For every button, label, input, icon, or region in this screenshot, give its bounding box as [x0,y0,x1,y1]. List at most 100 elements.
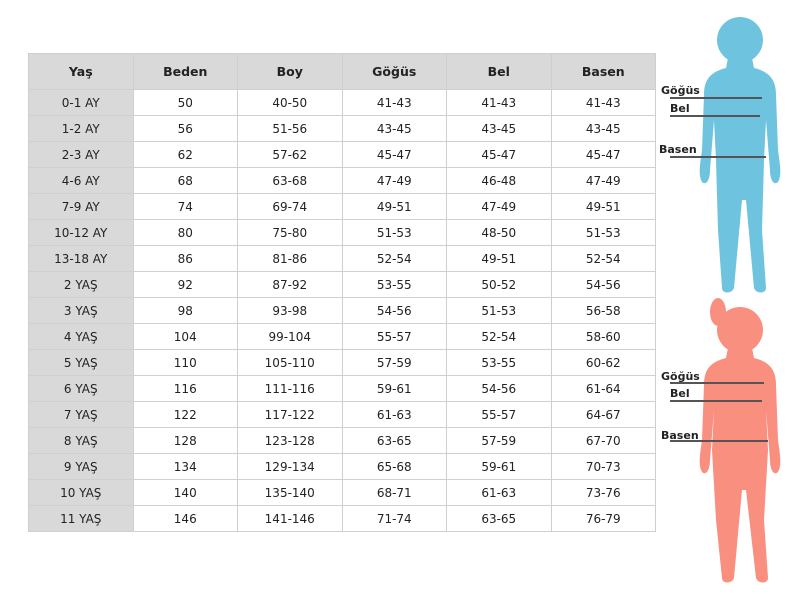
table-cell: 74 [132,193,238,220]
girl-chest-label: Göğüs [661,370,700,383]
boy-chest-label: Göğüs [661,84,700,97]
boy-figure: Göğüs Bel Basen [659,17,781,293]
girl-body [699,348,781,583]
age-cell: 0-1 AY [28,89,134,116]
table-cell: 140 [132,479,238,506]
table-row: 6 YAŞ 116 111-116 59-61 54-56 61-64 [28,375,656,402]
table-cell: 71-74 [341,505,447,532]
table-row: 9 YAŞ 134 129-134 65-68 59-61 70-73 [28,453,656,480]
table-cell: 117-122 [237,401,343,428]
table-cell: 52-54 [446,323,552,350]
age-cell: 4-6 AY [28,167,134,194]
table-cell: 45-47 [550,141,656,168]
table-cell: 57-59 [446,427,552,454]
boy-body [699,58,781,293]
table-row: 7 YAŞ 122 117-122 61-63 55-57 64-67 [28,401,656,428]
table-cell: 45-47 [341,141,447,168]
table-cell: 41-43 [446,89,552,116]
table-cell: 64-67 [550,401,656,428]
table-cell: 54-56 [550,271,656,298]
table-cell: 135-140 [237,479,343,506]
table-cell: 41-43 [341,89,447,116]
age-cell: 6 YAŞ [28,375,134,402]
table-cell: 122 [132,401,238,428]
table-cell: 43-45 [550,115,656,142]
table-cell: 146 [132,505,238,532]
table-cell: 55-57 [446,401,552,428]
column-header: Bel [446,53,552,90]
table-row: 10-12 AY 80 75-80 51-53 48-50 51-53 [28,219,656,246]
boy-waist-label: Bel [670,102,690,115]
table-cell: 93-98 [237,297,343,324]
table-cell: 52-54 [341,245,447,272]
table-cell: 80 [132,219,238,246]
boy-head [717,17,763,63]
table-cell: 99-104 [237,323,343,350]
table-cell: 128 [132,427,238,454]
table-cell: 61-63 [446,479,552,506]
table-cell: 51-53 [550,219,656,246]
table-cell: 50 [132,89,238,116]
table-row: 8 YAŞ 128 123-128 63-65 57-59 67-70 [28,427,656,454]
table-cell: 57-59 [341,349,447,376]
table-cell: 62 [132,141,238,168]
table-row: 11 YAŞ 146 141-146 71-74 63-65 76-79 [28,505,656,532]
table-cell: 87-92 [237,271,343,298]
size-chart-table: Yaş Beden Boy Göğüs Bel Basen 0-1 AY 50 40-50 41… [28,53,656,532]
table-cell: 43-45 [341,115,447,142]
table-cell: 63-68 [237,167,343,194]
table-row: 0-1 AY 50 40-50 41-43 41-43 41-43 [28,89,656,116]
girl-figure: Göğüs Bel Basen [661,298,781,583]
table-cell: 111-116 [237,375,343,402]
age-cell: 7-9 AY [28,193,134,220]
table-cell: 63-65 [446,505,552,532]
table-cell: 53-55 [446,349,552,376]
table-cell: 56 [132,115,238,142]
table-cell: 68 [132,167,238,194]
table-cell: 49-51 [446,245,552,272]
table-cell: 110 [132,349,238,376]
table-cell: 53-55 [341,271,447,298]
table-cell: 76-79 [550,505,656,532]
table-cell: 52-54 [550,245,656,272]
table-cell: 57-62 [237,141,343,168]
table-cell: 51-56 [237,115,343,142]
age-cell: 10 YAŞ [28,479,134,506]
table-cell: 98 [132,297,238,324]
age-cell: 10-12 AY [28,219,134,246]
table-row: 5 YAŞ 110 105-110 57-59 53-55 60-62 [28,349,656,376]
column-header: Basen [550,53,656,90]
girl-hip-label: Basen [661,429,699,442]
table-cell: 47-49 [550,167,656,194]
table-cell: 47-49 [446,193,552,220]
age-cell: 2-3 AY [28,141,134,168]
girl-ponytail [710,298,726,326]
table-cell: 63-65 [341,427,447,454]
table-cell: 60-62 [550,349,656,376]
table-cell: 105-110 [237,349,343,376]
table-cell: 104 [132,323,238,350]
table-cell: 61-63 [341,401,447,428]
header-row: Yaş Beden Boy Göğüs Bel Basen [28,53,656,90]
table-cell: 81-86 [237,245,343,272]
column-header: Göğüs [341,53,447,90]
table-cell: 55-57 [341,323,447,350]
table-cell: 67-70 [550,427,656,454]
age-cell: 11 YAŞ [28,505,134,532]
table-cell: 69-74 [237,193,343,220]
table-row: 2 YAŞ 92 87-92 53-55 50-52 54-56 [28,271,656,298]
table-cell: 68-71 [341,479,447,506]
table-row: 2-3 AY 62 57-62 45-47 45-47 45-47 [28,141,656,168]
boy-hip-label: Basen [659,143,697,156]
age-cell: 7 YAŞ [28,401,134,428]
table-row: 3 YAŞ 98 93-98 54-56 51-53 56-58 [28,297,656,324]
table-cell: 134 [132,453,238,480]
table-cell: 48-50 [446,219,552,246]
table-row: 7-9 AY 74 69-74 49-51 47-49 49-51 [28,193,656,220]
table-row: 1-2 AY 56 51-56 43-45 43-45 43-45 [28,115,656,142]
table-cell: 54-56 [341,297,447,324]
age-cell: 4 YAŞ [28,323,134,350]
table-cell: 70-73 [550,453,656,480]
age-cell: 9 YAŞ [28,453,134,480]
